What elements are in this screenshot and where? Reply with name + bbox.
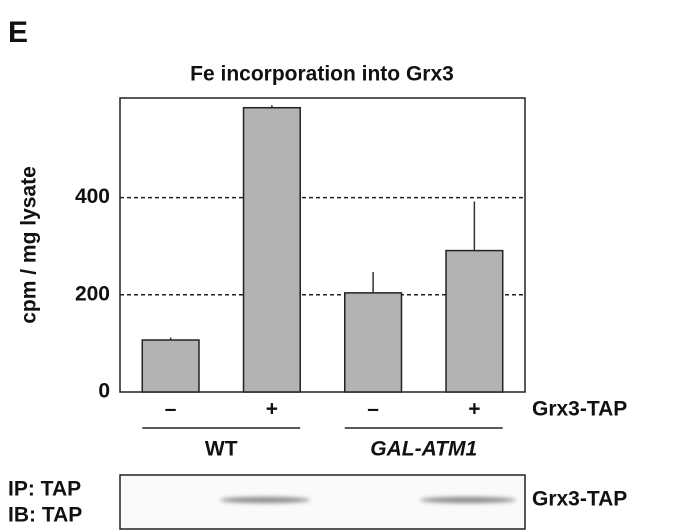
figure: E Fe incorporation into Grx3 cpm / mg ly… [0,0,673,532]
bar [446,251,503,392]
y-tick-label: 200 [75,282,110,305]
blot-label: IB: TAP [8,504,82,527]
group-label: GAL-ATM1 [370,438,477,461]
x-tick-label: + [468,398,480,421]
x-tick-label: + [266,398,278,421]
x-tick-label: – [165,398,177,421]
x-tick-label: – [367,398,379,421]
bar [244,108,301,392]
blot-band-label: Grx3-TAP [532,488,627,511]
panel-label: E [8,16,28,49]
blot-band [220,497,310,503]
bar [345,293,402,392]
blot-label: IP: TAP [8,478,81,501]
blot-band [420,497,516,503]
y-tick-label: 0 [98,380,110,403]
y-axis-label: cpm / mg lysate [18,166,41,324]
group-label: WT [205,438,238,461]
y-tick-label: 400 [75,185,110,208]
category-axis-label: Grx3-TAP [532,398,627,421]
chart-title: Fe incorporation into Grx3 [190,63,454,86]
bar [142,340,199,392]
